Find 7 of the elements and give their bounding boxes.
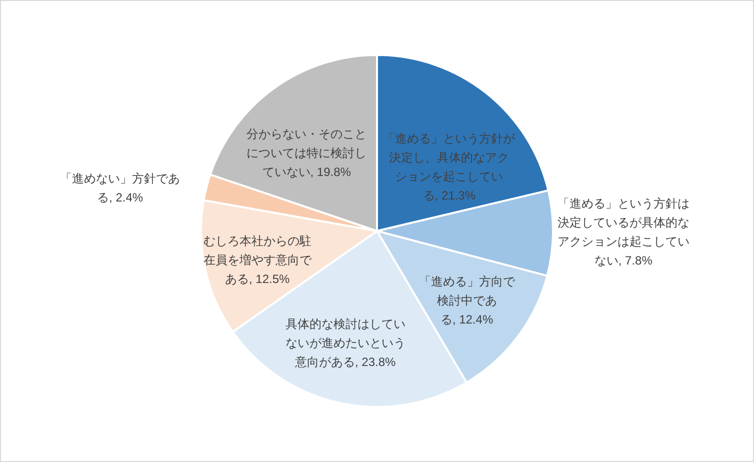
slice-label: 「進めない」方針である, 2.4% [60,172,180,205]
slice-label: 「進める」という方針は決定しているが具体的なアクションは起こしていない, 7.8% [557,196,690,268]
slice-label: 具体的な検討はしていないが進めたいという意向がある, 23.8% [285,316,406,369]
slice-label: むしろ本社からの駐在員を増やす意向である, 12.5% [203,234,312,286]
slice-label: 分からない・そのことについては特に検討していない, 19.8% [246,126,367,179]
slice-label: 「進める」という方針が決定し、具体的なアクションを起こしている, 21.3% [383,131,516,202]
slice-label: 「進める」方向で検討中である, 12.4% [418,274,516,327]
